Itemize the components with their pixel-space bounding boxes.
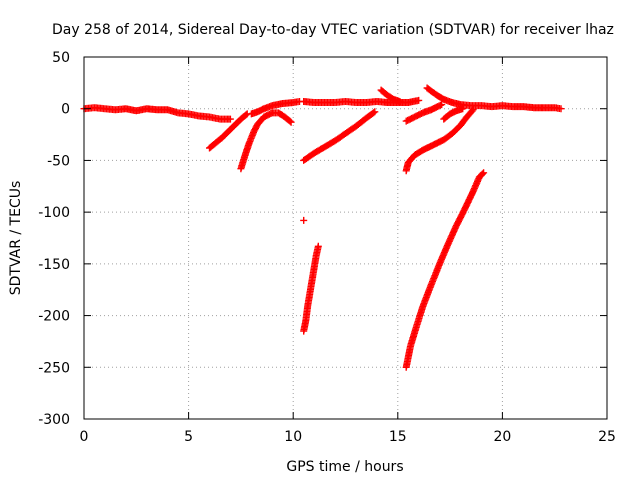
data-point [480, 169, 488, 177]
data-point [438, 101, 446, 109]
series-fan-15.5 [402, 106, 477, 175]
data-point [436, 101, 444, 109]
series-long-arc [402, 169, 488, 371]
x-tick-label: 15 [389, 429, 407, 445]
data-point [287, 118, 295, 126]
data-point [469, 106, 477, 114]
series-steep-11 [300, 242, 322, 335]
series-rise-8 [247, 98, 303, 118]
y-tick-label: 50 [52, 50, 70, 66]
data-point [314, 242, 322, 250]
x-axis-label: GPS time / hours [286, 459, 403, 475]
data-point [468, 107, 476, 115]
data-layer [80, 84, 565, 371]
data-point [371, 108, 379, 116]
y-tick-label: 0 [61, 102, 70, 118]
data-point [370, 109, 378, 117]
data-point [300, 216, 308, 224]
x-tick-label: 20 [493, 429, 511, 445]
series-bump-14 [377, 86, 404, 105]
data-point [557, 105, 565, 113]
series-dip-17.5 [440, 105, 467, 123]
data-point [242, 111, 250, 119]
data-point [479, 170, 486, 178]
y-axis-label: SDTVAR / TECUs [8, 181, 24, 296]
tick-layer: 0 5 10 15 20 25 50 0 -50 -100 -150 -200 -250 -300 [38, 50, 616, 445]
data-point [286, 117, 294, 125]
y-tick-label: -50 [47, 153, 70, 169]
series-isolated-10.5 [300, 216, 308, 224]
x-tick-label: 25 [598, 429, 616, 445]
series-arc-7.5 [237, 109, 295, 173]
data-point [226, 115, 234, 123]
data-point [415, 96, 423, 104]
y-tick-label: -300 [38, 412, 70, 428]
x-tick-label: 0 [80, 429, 89, 445]
y-tick-label: -250 [38, 360, 70, 376]
series-baseline-early [80, 104, 234, 123]
chart-title: Day 258 of 2014, Sidereal Day-to-day VTE… [52, 22, 614, 38]
x-tick-label: 5 [184, 429, 193, 445]
x-tick-label: 10 [284, 429, 302, 445]
series-branch-15.5 [402, 101, 446, 125]
series-late-peak [423, 84, 565, 113]
y-tick-label: -100 [38, 205, 70, 221]
data-point [459, 105, 467, 113]
series-dip-6 [206, 110, 251, 152]
series-branch-10.5 [300, 108, 379, 164]
y-tick-label: -150 [38, 257, 70, 273]
data-point [396, 98, 404, 105]
y-tick-label: -200 [38, 309, 70, 325]
plot-frame [83, 56, 608, 420]
